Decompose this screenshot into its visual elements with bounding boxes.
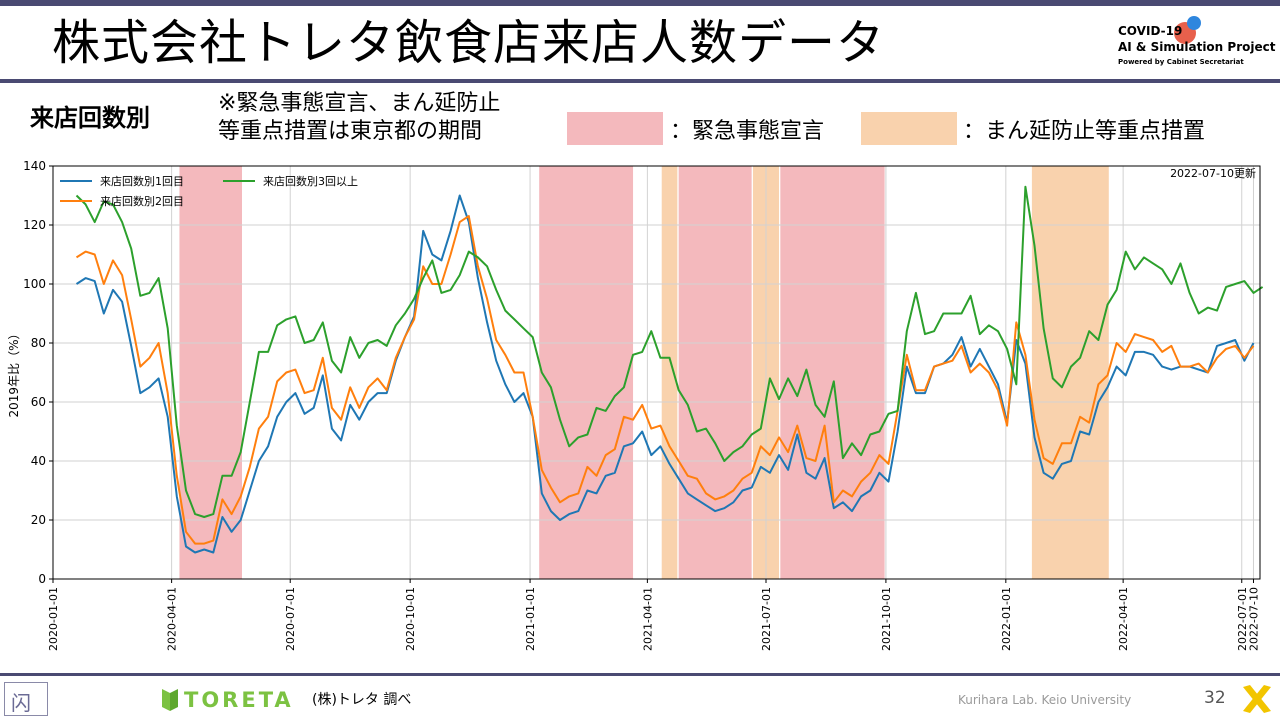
- priority-period-band: [1031, 166, 1109, 579]
- x-tick-label: 2022-01-01: [1000, 587, 1013, 651]
- y-tick-label: 0: [38, 572, 46, 586]
- footer-divider: [0, 673, 1280, 676]
- logo-line-2: AI & Simulation Project: [1118, 40, 1276, 54]
- period-note: ※緊急事態宣言、まん延防止 等重点措置は東京都の期間: [218, 90, 500, 146]
- x-tick-label: 2021-01-01: [524, 587, 537, 651]
- logo-blue-dot-icon: [1187, 16, 1201, 30]
- lab-credit: Kurihara Lab. Keio University: [958, 693, 1132, 707]
- x-tick-label: 2020-10-01: [404, 587, 417, 651]
- lab-logo-text: 闪: [11, 691, 31, 715]
- x-tick-label: 2022-04-01: [1117, 587, 1130, 651]
- update-annotation: 2022-07-10更新: [1170, 166, 1256, 180]
- legend-label: 来店回数別2回目: [100, 194, 184, 208]
- y-tick-label: 100: [23, 277, 46, 291]
- plot-frame: [52, 165, 1261, 580]
- section-subtitle: 来店回数別: [30, 104, 150, 132]
- y-axis-label: 2019年比（%）: [7, 328, 21, 418]
- y-tick-label: 140: [23, 159, 46, 173]
- x-tick-label: 2020-01-01: [47, 587, 60, 651]
- toreta-mark-icon: [162, 689, 178, 711]
- x-tick-label: 2022-07-01: [1236, 587, 1249, 651]
- series-line: [75, 215, 1255, 545]
- x-tick-label: 2020-07-01: [284, 587, 297, 651]
- series-line: [75, 194, 1255, 554]
- x-tick-label: 2022-07-10: [1247, 587, 1260, 651]
- y-tick-label: 120: [23, 218, 46, 232]
- y-tick-label: 60: [31, 395, 46, 409]
- x-tick-label: 2021-10-01: [880, 587, 893, 651]
- x-tick-label: 2021-07-01: [760, 587, 773, 651]
- visitor-line-chart: 0 20 40 60 80 100 120 140 2020-01-01 2020-04-01 20…: [7, 159, 1264, 651]
- emergency-period-band: [179, 166, 243, 579]
- legend-label: 来店回数別3回以上: [263, 174, 358, 188]
- top-accent-bar: [0, 0, 1280, 6]
- period-note-line-1: ※緊急事態宣言、まん延防止: [218, 91, 501, 116]
- title-divider: [0, 79, 1280, 83]
- y-tick-label: 40: [31, 454, 46, 468]
- priority-legend-label: ：まん延防止等重点措置: [963, 119, 1206, 144]
- series-line: [75, 185, 1264, 518]
- toreta-logo: TORETA: [160, 686, 295, 714]
- y-tick-label: 20: [31, 513, 46, 527]
- page-number: 32: [1204, 688, 1226, 708]
- legend-label: 来店回数別1回目: [100, 174, 184, 188]
- data-source: (株)トレタ 調べ: [312, 692, 412, 708]
- covid-project-logo: COVID-19 AI & Simulation Project Powered…: [1118, 16, 1278, 72]
- emergency-legend-label: ：緊急事態宣言: [670, 119, 825, 144]
- emergency-period-band: [678, 166, 752, 579]
- logo-line-3: Powered by Cabinet Secretariat: [1118, 58, 1244, 66]
- x-tick-label: 2021-04-01: [641, 587, 654, 651]
- lab-logo-icon: 闪: [4, 682, 48, 716]
- emergency-period-band: [539, 166, 634, 579]
- page-title: 株式会社トレタ飲食店来店人数データ: [52, 15, 886, 71]
- priority-legend-swatch: [861, 112, 957, 145]
- emergency-legend-swatch: [567, 112, 663, 145]
- logo-line-1: COVID-19: [1118, 24, 1183, 38]
- period-note-line-2: 等重点措置は東京都の期間: [218, 119, 483, 144]
- toreta-wordmark: TORETA: [184, 688, 294, 712]
- y-tick-label: 80: [31, 336, 46, 350]
- x-tick-label: 2020-04-01: [166, 587, 179, 651]
- priority-period-band: [661, 166, 678, 579]
- emergency-period-band: [780, 166, 885, 579]
- x-mark-logo-icon: [1243, 685, 1271, 713]
